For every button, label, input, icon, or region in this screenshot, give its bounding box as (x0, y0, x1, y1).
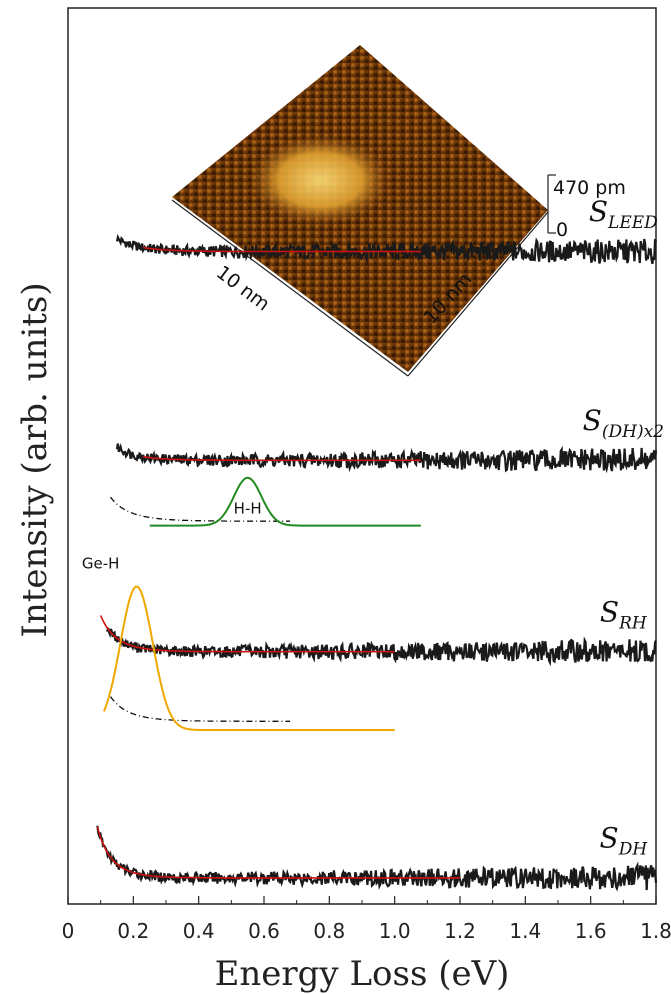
stm-scale-bottom: 0 (556, 219, 568, 241)
series-0-data (115, 233, 658, 265)
x-axis-title: Energy Loss (eV) (215, 954, 510, 994)
x-tick-label-3: 0.6 (248, 919, 280, 943)
series-3-data (96, 825, 658, 892)
series-3-fit (96, 826, 460, 879)
x-axis: 0 0.2 0.4 0.6 0.8 1.0 1.2 1.4 1.6 1.8 (62, 896, 671, 943)
peak-0-curve (149, 476, 421, 527)
x-tick-label-9: 1.8 (640, 919, 671, 943)
peak-1-label: Ge-H (82, 554, 120, 572)
series-2-fit (99, 615, 395, 653)
peak-1-curve (102, 585, 395, 731)
x-tick-label-7: 1.4 (509, 919, 541, 943)
series-2-label: SRH (600, 595, 648, 633)
background-curve-0 (109, 496, 291, 522)
background-curve-1 (109, 696, 291, 722)
series-1-label: S(DH)x2 (583, 404, 664, 442)
stm-island (250, 135, 390, 225)
x-tick-label-6: 1.2 (444, 919, 476, 943)
data-layer: SLEED S(DH)x2 SRH SDH H-H Ge-H (82, 195, 664, 892)
series-2-data (106, 627, 657, 667)
series-1-data (115, 443, 658, 474)
stm-inset: 470 pm 0 10 nm 10 nm (171, 45, 626, 377)
series-1-fit (142, 455, 421, 462)
x-tick-label-4: 0.8 (313, 919, 345, 943)
series-3-label: SDH (600, 821, 649, 859)
x-tick-label-1: 0.2 (117, 919, 149, 943)
y-axis-title: Intensity (arb. units) (15, 282, 55, 637)
stm-scale-top: 470 pm (553, 177, 626, 199)
series-0-label: SLEED (589, 195, 658, 233)
x-tick-label-2: 0.4 (183, 919, 215, 943)
peak-0-label: H-H (234, 500, 262, 518)
x-tick-label-8: 1.6 (575, 919, 607, 943)
series-0-fit (142, 246, 421, 253)
x-tick-label-0: 0 (62, 919, 75, 943)
x-tick-label-5: 1.0 (379, 919, 411, 943)
stm-axis-left (171, 199, 409, 377)
stm-axis-right (407, 211, 549, 377)
